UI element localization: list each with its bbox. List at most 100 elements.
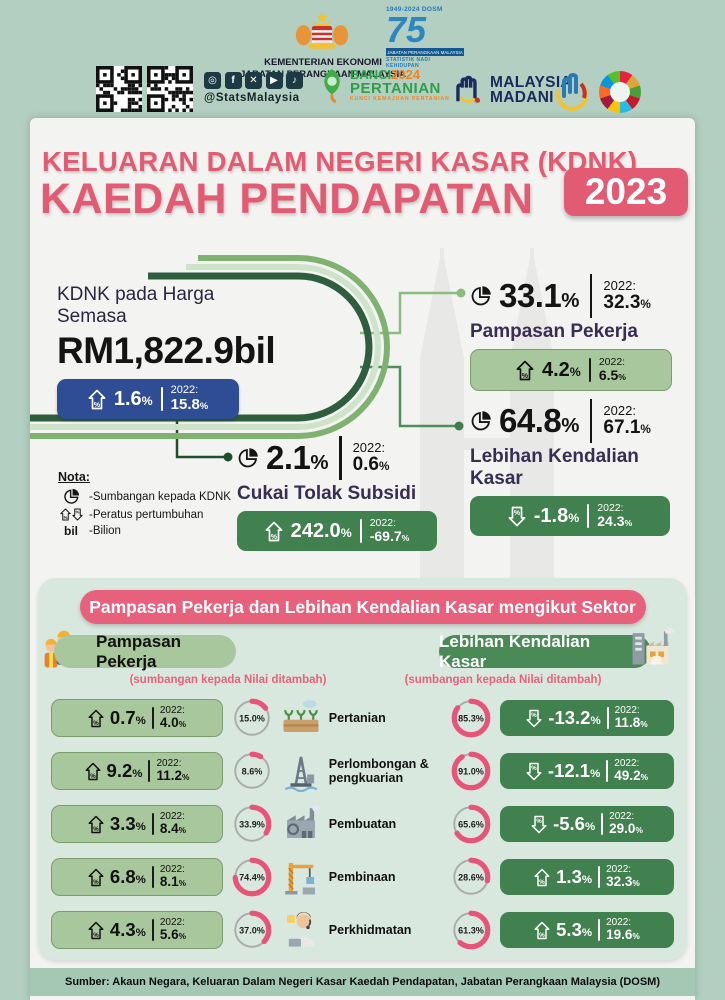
madani-line1: MALAYSIA xyxy=(490,74,572,92)
malaysia-coat-of-arms-logo xyxy=(295,8,349,54)
farm-sector-icon xyxy=(280,697,322,739)
prev-year-label: 2022: xyxy=(598,356,626,369)
svg-text:74.4%: 74.4% xyxy=(239,872,265,882)
growth-value: 3.3% xyxy=(109,813,146,834)
prev-value: 29.0% xyxy=(609,821,643,837)
social-media-block: ◎ f ✕ ▶ ♪ @StatsMalaysia xyxy=(204,72,316,104)
growth-arrow-icon xyxy=(534,868,550,887)
gos-growth-badge: -5.6% 2022: 29.0% xyxy=(499,806,674,842)
prev-year-label: 2022: xyxy=(609,810,635,822)
component-name: Pampasan Pekerja xyxy=(470,321,638,342)
dosm-75-anniversary-logo: 1949-2024 DOSM 75 JABATAN PERANGKAAN MAL… xyxy=(386,6,464,69)
svg-text:61.3%: 61.3% xyxy=(459,925,485,935)
prev-year-label: 2022: xyxy=(159,810,185,822)
nota-bil-text: -Bilion xyxy=(89,525,121,537)
sector-row: 9.2% 2022: 11.2% 8.6% Perlombongan & pen… xyxy=(51,749,674,793)
prev-value: 11.8% xyxy=(614,715,648,731)
component-lebihan-kendalian-kasar: 64.8% 2022: 67.1% Lebihan Kendalian Kasa… xyxy=(470,399,692,536)
growth-arrow-icon xyxy=(526,762,542,781)
growth-badge: -1.8% 2022: 24.3% xyxy=(470,496,670,536)
gos-share-donut: 91.0% xyxy=(449,749,493,793)
prev-year-label: 2022: xyxy=(352,440,386,456)
growth-arrow-icon xyxy=(85,762,101,781)
tiktok-icon[interactable]: ♪ xyxy=(286,72,303,89)
growth-value: 1.3% xyxy=(556,866,593,887)
social-icons: ◎ f ✕ ▶ ♪ xyxy=(204,72,316,89)
compensation-growth-badge: 9.2% 2022: 11.2% xyxy=(51,752,223,790)
compensation-share-donut: 74.4% xyxy=(230,855,274,899)
prev-value: 5.6% xyxy=(159,927,187,943)
compensation-growth-badge: 0.7% 2022: 4.0% xyxy=(51,699,223,737)
svg-text:15.0%: 15.0% xyxy=(239,713,265,723)
gos-header-pill: Lebihan Kendalian Kasar xyxy=(439,632,651,671)
divider xyxy=(589,399,593,443)
arrow-up-legend-icon xyxy=(60,508,71,521)
prev-share-value: 32.3% xyxy=(603,291,651,313)
sector-banner-title: Pampasan Pekerja dan Lebihan Kendalian K… xyxy=(79,590,646,624)
divider xyxy=(151,707,154,729)
dosm75-subtitle1: JABATAN PERANGKAAN MALAYSIA xyxy=(386,48,464,57)
svg-text:33.9%: 33.9% xyxy=(239,819,265,829)
dosm75-number: 75 xyxy=(386,9,427,50)
compensation-growth-badge: 3.3% 2022: 8.4% xyxy=(51,805,223,843)
divider xyxy=(151,866,154,888)
banci-word: BANCI xyxy=(350,67,392,82)
ministry-line1: KEMENTERIAN EKONOMI xyxy=(264,57,382,68)
growth-arrow-icon xyxy=(534,921,550,940)
prev-year-label: 2022: xyxy=(156,757,182,769)
title-line1: KELUARAN DALAM NEGERI KASAR (KDNK) xyxy=(42,146,638,177)
divider xyxy=(339,436,342,480)
sector-rows: 0.7% 2022: 4.0% 15.0% Pertanian 85.3% -1… xyxy=(38,696,687,952)
kdnk-growth-badge: 1.6% 2022: 15.8% xyxy=(57,379,239,419)
crane-sector-icon xyxy=(280,856,322,898)
sector-row: 3.3% 2022: 8.4% 33.9% Pembuatan 65.6% -5… xyxy=(51,802,674,846)
arrow-down-legend-icon xyxy=(72,508,83,521)
dosm75-years: 1949-2024 xyxy=(386,6,420,13)
prev-value: 32.3% xyxy=(606,874,640,890)
prev-value: 49.2% xyxy=(614,768,649,784)
divider xyxy=(589,274,593,318)
prev-value: 4.0% xyxy=(159,715,187,731)
madani-line2: MADANI xyxy=(490,89,554,106)
kdnk-label: KDNK pada Harga Semasa xyxy=(57,284,215,327)
nota-pie-text: -Sumbangan kepada KDNK xyxy=(89,490,231,503)
compensation-share-donut: 15.0% xyxy=(230,696,274,740)
facebook-icon[interactable]: f xyxy=(224,72,242,89)
sector-name: Pembinaan xyxy=(328,869,396,884)
gos-share-donut: 85.3% xyxy=(449,696,493,740)
growth-value: 1.6% xyxy=(113,387,153,410)
source-footer: Sumber: Akaun Negara, Keluaran Dalam Neg… xyxy=(30,968,695,996)
banci-pertanian-2024-logo: BANCI2024 PERTANIAN KUNCI KEMAJUAN PERTA… xyxy=(318,66,450,104)
instagram-icon[interactable]: ◎ xyxy=(204,72,221,89)
svg-text:65.6%: 65.6% xyxy=(459,819,485,829)
x-icon[interactable]: ✕ xyxy=(245,72,262,89)
sector-row: 6.8% 2022: 8.1% 74.4% Pembinaan 28.6% 1.… xyxy=(51,855,674,899)
svg-text:28.6%: 28.6% xyxy=(459,872,485,882)
factory-sector-icon xyxy=(280,803,322,845)
banci-word2: PERTANIAN xyxy=(350,80,441,97)
growth-value: -13.2% xyxy=(548,707,601,728)
growth-value: 242.0% xyxy=(290,519,352,542)
svg-text:91.0%: 91.0% xyxy=(459,766,485,776)
gos-share-donut: 61.3% xyxy=(449,908,493,952)
prev-year-label: 2022: xyxy=(603,403,636,419)
growth-arrow-icon xyxy=(526,709,542,728)
sector-row: 0.7% 2022: 4.0% 15.0% Pertanian 85.3% -1… xyxy=(51,696,674,740)
divider xyxy=(587,504,590,528)
youtube-icon[interactable]: ▶ xyxy=(265,72,283,89)
ministry-line2: JABATAN PERANGKAAN MALAYSIA xyxy=(239,69,407,81)
growth-arrow-icon xyxy=(88,921,104,940)
prev-year-label: 2022: xyxy=(606,916,632,928)
growth-arrow-icon xyxy=(88,868,104,887)
share-value: 2.1% xyxy=(266,439,329,476)
divider xyxy=(606,760,609,782)
compensation-share-donut: 8.6% xyxy=(230,749,274,793)
compensation-growth-badge: 4.3% 2022: 5.6% xyxy=(51,911,223,949)
growth-value: -5.6% xyxy=(553,813,596,834)
compensation-share-donut: 37.0% xyxy=(230,908,274,952)
growth-value: 4.3% xyxy=(109,919,146,940)
sector-panel: Pampasan Pekerja dan Lebihan Kendalian K… xyxy=(38,578,687,960)
leaf-icon xyxy=(324,69,340,104)
growth-badge: 242.0% 2022: -69.7% xyxy=(237,511,437,551)
